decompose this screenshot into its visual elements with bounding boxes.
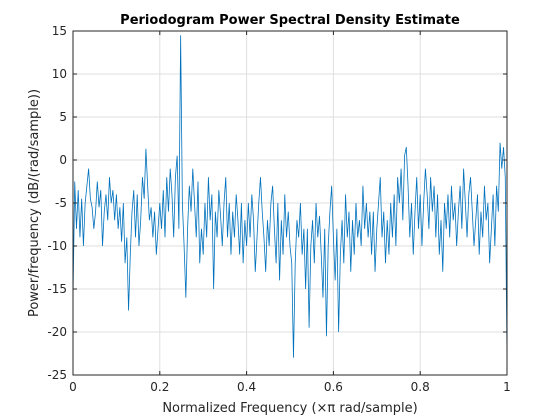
y-tick-labels: -25 -20 -15 -10 -5 0 5 10 15 [47,24,67,382]
tick-marks [72,30,508,376]
plot-series-layer [73,35,507,358]
series-line-psd [73,35,507,358]
y-tick-label: 0 [59,153,67,167]
y-tick-label: 15 [52,24,67,38]
y-tick-label: 10 [52,67,67,81]
x-tick-label: 0.6 [324,380,343,394]
y-tick-label: -25 [47,368,67,382]
y-tick-label: 5 [59,110,67,124]
x-tick-labels: 0 0.2 0.4 0.6 0.8 1 [69,380,511,394]
y-tick-label: -5 [55,196,67,210]
x-tick-label: 0 [69,380,77,394]
x-tick-label: 0.8 [411,380,430,394]
chart-title: Periodogram Power Spectral Density Estim… [120,13,460,28]
y-axis-label: Power/frequency (dB/(rad/sample)) [27,89,42,317]
y-tick-label: -20 [47,325,67,339]
x-tick-label: 1 [503,380,511,394]
x-axis-label: Normalized Frequency (×π rad/sample) [162,401,417,416]
x-tick-label: 0.4 [237,380,256,394]
y-tick-label: -10 [47,239,67,253]
y-tick-label: -15 [47,282,67,296]
x-tick-label: 0.2 [150,380,169,394]
